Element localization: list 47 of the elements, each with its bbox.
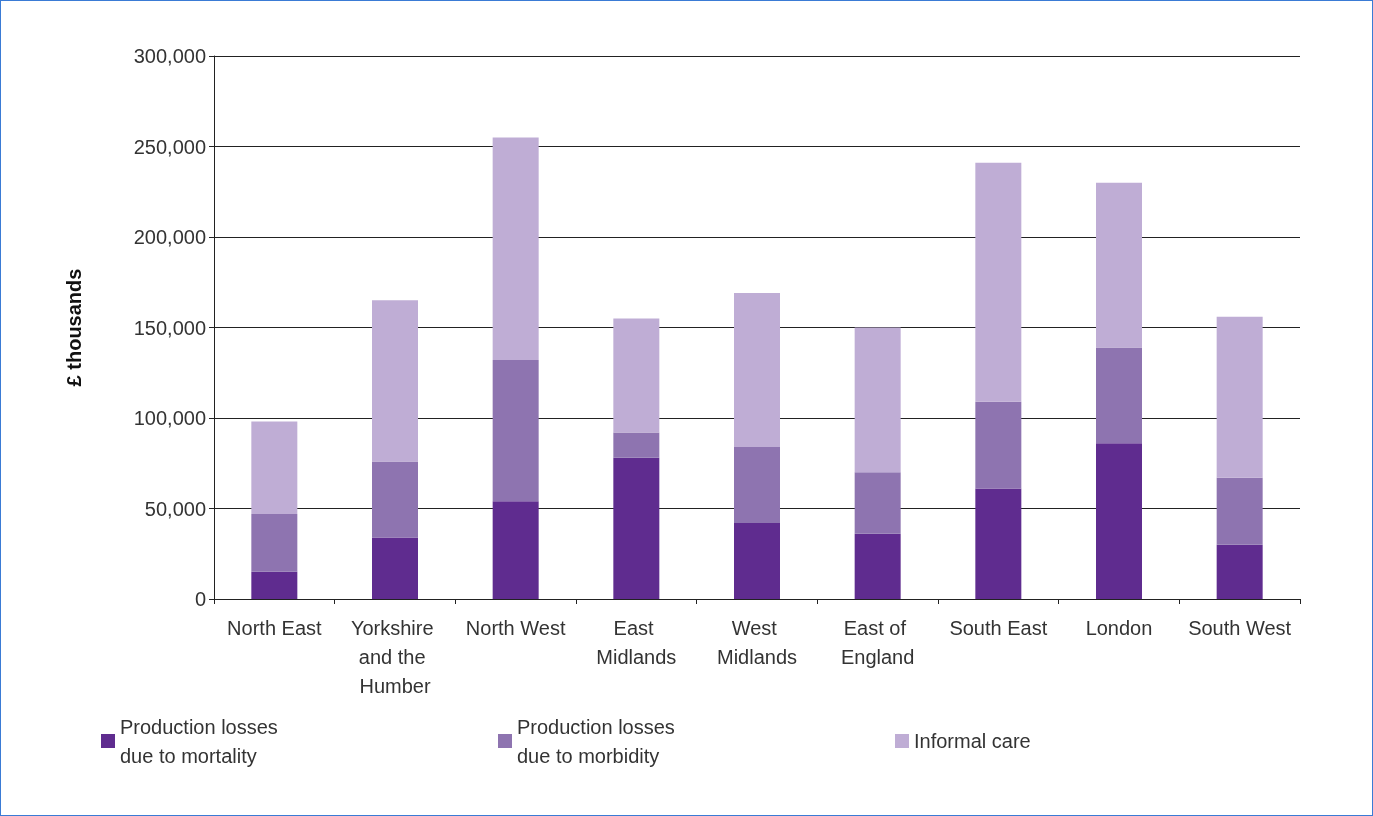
bar — [613, 457, 660, 599]
y-axis-title: £ thousands — [63, 268, 85, 387]
x-tick-label: South East — [949, 616, 1048, 639]
bar — [854, 327, 901, 473]
bar — [492, 360, 539, 502]
y-tick-label: 200,000 — [133, 226, 206, 248]
bar — [975, 401, 1022, 489]
x-tick-label: Yorkshire and the Humber — [350, 616, 440, 697]
y-tick-label: 250,000 — [133, 135, 206, 158]
bar — [975, 488, 1022, 599]
bar — [251, 571, 298, 599]
legend-label: Production losses due to mortality — [120, 715, 284, 767]
bar — [372, 300, 418, 462]
bar — [1096, 347, 1142, 444]
bar — [854, 472, 901, 534]
bar — [613, 432, 660, 458]
legend-label: Production losses due to morbidity — [517, 715, 681, 767]
bar — [251, 513, 298, 572]
bar — [1216, 477, 1263, 545]
bar — [734, 293, 780, 447]
y-tick-label: 50,000 — [144, 497, 206, 520]
bar — [251, 421, 298, 514]
bar — [1096, 443, 1142, 599]
x-tick-label: East of England — [840, 616, 915, 668]
y-tick-label: 100,000 — [133, 407, 206, 429]
bar — [854, 533, 901, 599]
x-tick-label: North West — [465, 616, 566, 639]
x-tick-label: London — [1085, 616, 1153, 639]
bar — [492, 137, 539, 361]
bar — [372, 461, 418, 538]
x-tick-label: West Midlands — [716, 616, 798, 668]
bar — [975, 162, 1022, 402]
y-tick-label: 300,000 — [133, 45, 206, 67]
bar — [492, 501, 539, 599]
bar — [613, 318, 660, 433]
bar — [372, 537, 418, 599]
y-tick-label: 0 — [194, 588, 206, 610]
x-tick-label: East Midlands — [596, 616, 677, 668]
bar — [734, 446, 780, 523]
y-tick-label: 150,000 — [133, 316, 206, 339]
bar — [734, 522, 780, 599]
x-tick-label: North East — [227, 616, 323, 639]
legend-label: Informal care — [914, 730, 1031, 752]
bar — [1216, 316, 1263, 478]
bar — [1096, 182, 1142, 348]
x-tick-label: South West — [1188, 616, 1292, 639]
bar — [1216, 544, 1263, 599]
